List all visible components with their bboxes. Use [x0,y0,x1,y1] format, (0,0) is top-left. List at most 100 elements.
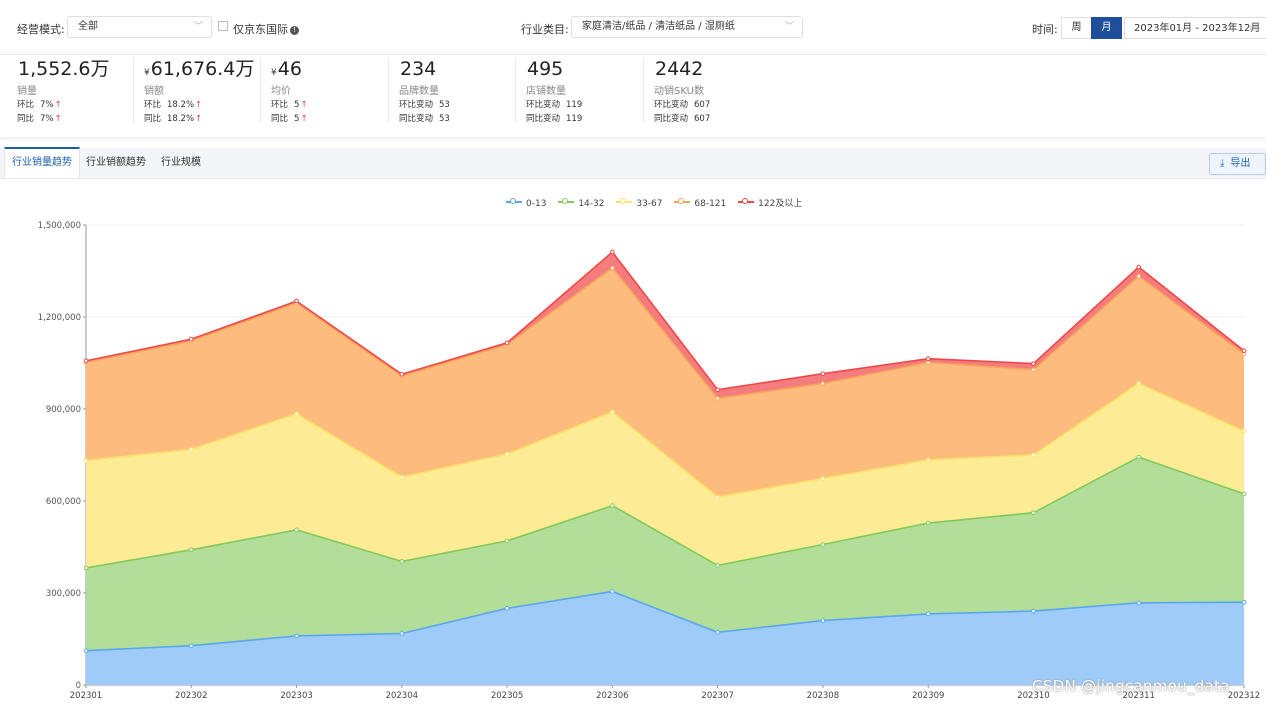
data-point [83,358,89,364]
metric-sales-volume: 1,552.6万 销量 环比 7%↑ 同比 7%↑ [17,57,110,125]
x-tick-label: 202309 [912,691,944,701]
x-tick-label: 202302 [175,691,207,701]
data-point [925,611,931,617]
data-point [294,298,299,304]
export-button[interactable]: ⤓ 导出 [1209,153,1266,175]
data-point [1031,452,1036,458]
y-tick-label: 1,500,000 [38,221,81,231]
x-tick-label: 202311 [1123,691,1155,701]
metric-name: 品牌数量 [399,86,439,97]
data-point [1136,264,1142,270]
week-button[interactable]: 周 [1061,17,1092,39]
category-select[interactable]: 家庭清洁/纸品 / 清洁纸品 / 湿厕纸 ﹀ [571,16,803,38]
data-point [399,474,405,480]
metric-mom: 环比 18.2%↑ [144,100,203,110]
download-icon: ⤓ [1220,158,1225,169]
x-tick-label: 202304 [386,691,418,701]
series-line-33-67 [85,382,1245,498]
data-point [820,371,826,377]
legend-item[interactable]: 14-32 [558,198,604,209]
data-point [504,340,510,346]
divider [260,59,261,123]
data-point [715,494,720,500]
legend-marker-icon [674,198,691,204]
info-icon[interactable]: ! [290,26,299,35]
mode-select[interactable]: 全部 ﹀ [67,16,212,38]
legend-item[interactable]: 122及以上 [738,196,802,209]
metrics-panel: 1,552.6万 销量 环比 7%↑ 同比 7%↑ ¥61,676.4万 销额 环比… [0,55,1266,137]
x-tick-label: 202307 [701,691,733,701]
data-point [399,372,405,377]
tab-sales-volume-trend[interactable]: 行业销量趋势 [4,147,80,178]
data-point [1241,491,1247,497]
data-point [925,520,931,526]
data-point [294,411,299,417]
data-point [610,409,615,415]
metric-brand-count: 234 品牌数量 环比变动 53 同比变动 53 [399,57,451,125]
data-point [1136,381,1142,386]
legend-marker-icon [616,198,633,204]
export-label: 导出 [1230,158,1251,169]
data-point [294,633,299,639]
stacked-area-chart: 0 300,000 600,000 900,000 1,200,000 1,500,000… [38,221,1260,701]
data-point [399,631,405,636]
metric-value: 495 [527,58,564,80]
x-tick-label: 202301 [70,691,102,701]
divider [643,59,644,123]
x-tick-label: 202310 [1017,691,1049,701]
metric-name: 动销SKU数 [654,86,704,97]
metric-yoy: 同比 18.2%↑ [144,114,203,124]
data-point [820,476,826,481]
y-tick-label: 300,000 [46,589,81,599]
metric-yoy: 同比 7%↑ [17,114,62,124]
chevron-down-icon: ﹀ [784,22,794,32]
jd-intl-text: 仅京东国际 [233,23,288,36]
series-line-68-121 [85,266,1245,400]
area-33-67 [86,383,1244,568]
x-tick-label: 202308 [807,691,839,701]
tab-industry-scale[interactable]: 行业规模 [161,157,201,168]
category-label: 行业类目: [521,23,569,36]
y-tick-label: 600,000 [46,497,81,507]
metric-yoy: 同比变动 607 [654,114,711,124]
metric-mom: 环比 5↑ [271,100,308,110]
metric-value: ¥46 [271,58,302,80]
chart-legend: 0-13 14-32 33-67 68-121 122及以上 [506,196,811,209]
data-point [610,265,615,271]
metric-yoy: 同比变动 53 [399,114,450,124]
date-range-value: 2023年01月 - 2023年12月 [1134,23,1261,34]
jd-intl-label: 仅京东国际! [233,21,299,37]
legend-item[interactable]: 33-67 [616,198,663,209]
x-tick-label: 202305 [491,691,523,701]
divider [133,59,134,123]
calendar-icon: ▭ [1249,23,1259,34]
data-point [1136,454,1142,460]
date-range-picker[interactable]: 2023年01月 - 2023年12月 ▭ [1124,17,1266,39]
data-point [504,606,510,611]
tab-sales-amount-trend[interactable]: 行业销额趋势 [86,157,146,168]
data-point [1241,428,1247,434]
metric-name: 销额 [144,86,164,97]
month-button[interactable]: 月 [1091,17,1122,39]
data-point [1031,367,1036,373]
series-line-122及以上 [85,250,1245,391]
metric-value: 234 [400,58,437,80]
data-point [399,559,405,564]
metric-yoy: 同比 5↑ [271,114,308,124]
data-point [294,527,299,533]
data-point [925,457,931,463]
data-point [610,503,615,508]
data-point [188,643,194,649]
legend-marker-icon [558,198,575,204]
metric-sales-amount: ¥61,676.4万 销额 环比 18.2%↑ 同比 18.2%↑ [144,57,254,125]
y-tick-label: 1,200,000 [38,313,81,323]
metric-shop-count: 495 店铺数量 环比变动 119 同比变动 119 [526,57,583,125]
metric-name: 销量 [17,86,37,97]
data-point [610,249,615,255]
mode-label: 经营模式: [17,23,65,36]
metric-avg-price: ¥46 均价 环比 5↑ 同比 5↑ [271,57,308,125]
jd-intl-checkbox[interactable] [218,21,228,31]
legend-item[interactable]: 68-121 [674,198,726,209]
mode-select-value: 全部 [78,21,98,32]
legend-item[interactable]: 0-13 [506,198,546,209]
